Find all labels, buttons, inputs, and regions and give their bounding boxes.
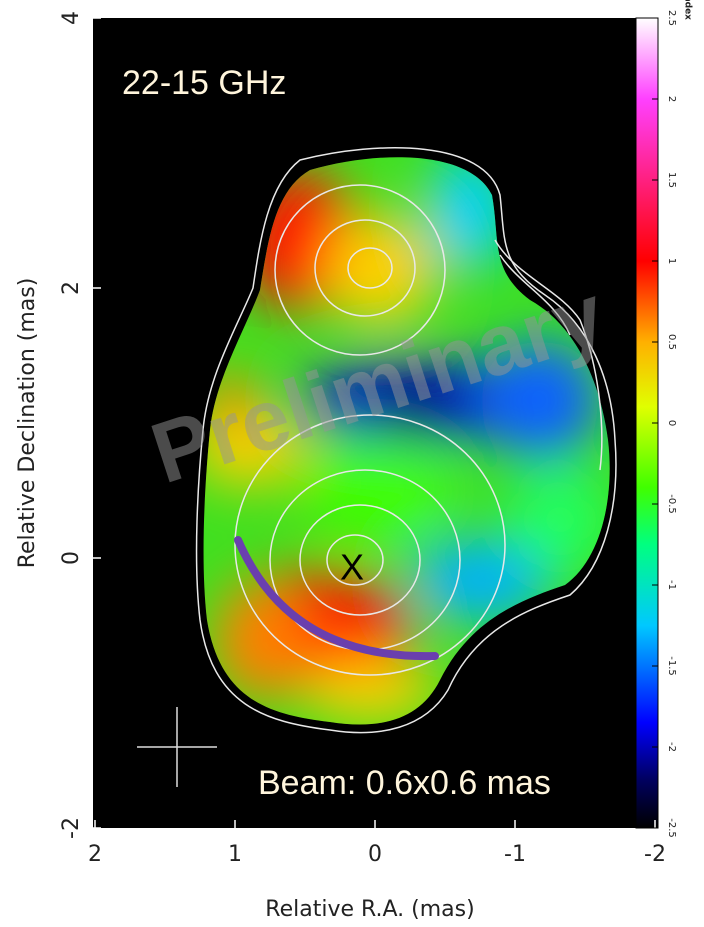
map-title: 22-15 GHz [122,64,286,102]
y-tick-label: 4 [59,11,84,25]
x-tick-label: 1 [228,842,242,867]
x-tick-label: -1 [504,842,526,867]
y-tick-label: 2 [59,281,84,295]
colorbar-tick-label: -1.5 [666,656,677,676]
x-axis-label: Relative R.A. (mas) [265,897,474,922]
arc-marker [234,536,439,661]
colorbar-tick-label: -2 [666,742,677,752]
colorbar-tick-label: -2.5 [666,818,677,838]
colorbar-tick-label: 2.5 [666,10,677,26]
colorbar-tick-label: -1 [666,580,677,590]
contours [195,147,617,734]
x-tick-label: -2 [644,842,666,867]
colorbar-tick-label: 1 [666,258,677,264]
colorbar-tick-label: -0.5 [666,494,677,514]
beam-label: Beam: 0.6x0.6 mas [258,764,551,802]
x-tick-label: 2 [88,842,102,867]
beam [137,707,217,787]
colorbar-tick-label: 1.5 [666,172,677,188]
x-tick-label: 0 [368,842,382,867]
colorbar-tick-label: 2 [666,96,677,102]
colorbar-label: spectral index [683,0,693,20]
colorbar-tick-label: 0 [666,420,677,426]
y-tick-label: -2 [59,817,84,839]
colorbar-tick-label: 0.5 [666,334,677,350]
y-tick-label: 0 [59,551,84,565]
y-axis-label: Relative Declination (mas) [15,278,40,569]
core-marker: X [340,547,364,588]
